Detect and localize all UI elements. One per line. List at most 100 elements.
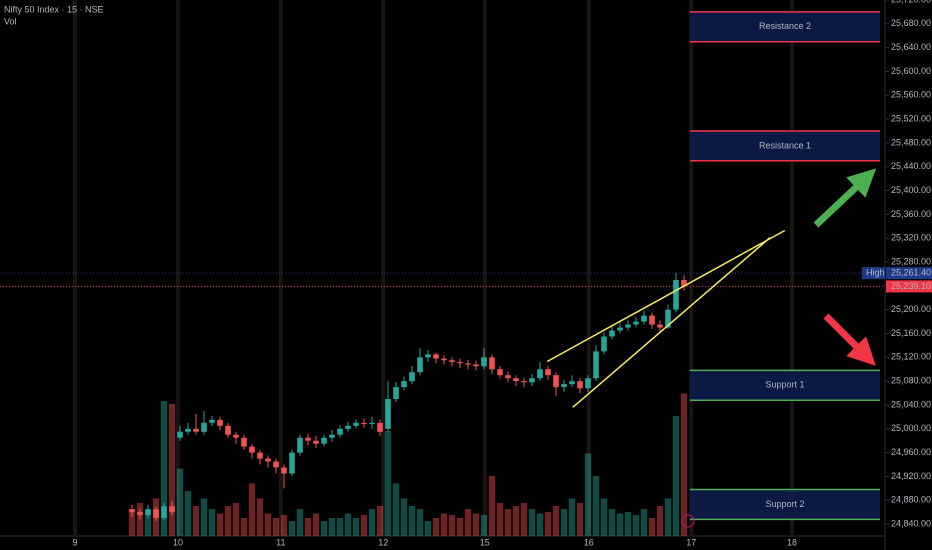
volume-bar <box>376 506 384 536</box>
zone-label: Support 1 <box>765 380 804 390</box>
candle-body <box>393 387 399 400</box>
candle-body <box>169 506 175 513</box>
volume-bar <box>328 518 336 536</box>
volume-bar <box>216 513 224 536</box>
x-tick-label: 9 <box>72 537 77 547</box>
candle-body <box>305 437 311 441</box>
y-tick-label: 25,640.00 <box>891 42 931 52</box>
volume-bar <box>320 521 328 536</box>
session-band <box>689 0 694 536</box>
volume-bar <box>424 521 432 536</box>
candle-body <box>473 364 479 367</box>
volume-bar <box>264 513 272 536</box>
candle-body <box>569 381 575 385</box>
volume-bar <box>672 416 680 536</box>
trendline <box>546 229 786 363</box>
candle-body <box>465 363 471 365</box>
price-tag <box>886 267 932 280</box>
volume-bar <box>616 513 624 536</box>
volume-bar <box>520 503 528 536</box>
candle-body <box>657 324 663 328</box>
candle-body <box>505 375 511 379</box>
volume-bar <box>584 453 592 536</box>
candle-body <box>649 315 655 325</box>
y-tick-label: 25,040.00 <box>891 399 931 409</box>
candle-body <box>361 422 367 425</box>
zone-label: Resistance 2 <box>759 21 811 31</box>
candle-body <box>593 351 599 379</box>
volume-bar <box>560 509 568 536</box>
y-tick-label: 25,080.00 <box>891 376 931 386</box>
volume-bar <box>384 431 392 536</box>
volume-bar <box>544 512 552 536</box>
volume-bar <box>488 476 496 536</box>
high-tag-label: High <box>866 267 885 277</box>
x-tick-label: 18 <box>787 537 797 547</box>
volume-bar <box>536 513 544 536</box>
event-icon[interactable] <box>681 514 695 528</box>
volume-bar <box>416 509 424 536</box>
volume-bar <box>240 518 248 536</box>
volume-bar <box>608 509 616 536</box>
y-tick-label: 25,160.00 <box>891 328 931 338</box>
candle-body <box>665 309 671 328</box>
candle-body <box>273 461 279 468</box>
axes: 9 10 11 12 15 16 17 18 25,720.00 25,680.00 25,640.… <box>72 0 932 547</box>
volume-bar <box>680 393 688 536</box>
candle-body <box>625 324 631 328</box>
y-tick-label: 25,680.00 <box>891 18 931 28</box>
volume-bar <box>400 498 408 536</box>
volume-bar <box>144 513 152 536</box>
candle-body <box>145 509 151 516</box>
volume-bar <box>272 518 280 536</box>
plot-area: Resistance 2 Resistance 1 Support 1 Support… <box>0 0 885 536</box>
volume-bar <box>296 509 304 536</box>
x-tick-label: 15 <box>480 537 490 547</box>
y-tick-label: 25,120.00 <box>891 352 931 362</box>
y-tick-label: 25,200.00 <box>891 304 931 314</box>
candle-body <box>161 506 167 519</box>
session-band <box>73 0 77 536</box>
candle-body <box>153 509 159 519</box>
candle-body <box>345 425 351 429</box>
candle-body <box>249 446 255 453</box>
y-tick-label: 25,560.00 <box>891 90 931 100</box>
candle-body <box>233 434 239 438</box>
volume-bar <box>600 498 608 536</box>
candle-body <box>129 509 135 513</box>
x-tick-label: 17 <box>686 537 696 547</box>
y-tick-label: 25,360.00 <box>891 209 931 219</box>
price-tag <box>886 280 932 293</box>
x-tick-label: 11 <box>276 537 285 547</box>
candle-body <box>193 428 199 432</box>
candle-body <box>225 425 231 435</box>
y-tick-label: 25,000.00 <box>891 423 931 433</box>
candle-body <box>489 357 495 370</box>
volume-bar <box>456 518 464 536</box>
y-tick-label: 25,480.00 <box>891 137 931 147</box>
candle-body <box>137 512 143 516</box>
y-tick-label: 24,960.00 <box>891 447 931 457</box>
price-tag-label: 25,261.40 <box>891 267 931 277</box>
candle-body <box>417 357 423 373</box>
volume-bar <box>352 518 360 536</box>
y-tick-label: 25,520.00 <box>891 113 931 123</box>
x-tick-label: 16 <box>584 537 594 547</box>
candle-body <box>385 399 391 429</box>
volume-label: Vol <box>4 16 17 26</box>
candle-body <box>449 360 455 363</box>
volume-bar <box>552 506 560 536</box>
candle-body <box>497 369 503 376</box>
candle-body <box>561 384 567 388</box>
volume-bar <box>592 476 600 536</box>
candle-body <box>201 422 207 432</box>
volume-bar <box>200 498 208 536</box>
volume-bar <box>408 506 416 536</box>
candle-body <box>281 467 287 474</box>
session-band <box>586 0 591 536</box>
volume-bar <box>168 404 176 536</box>
candle-body <box>641 315 647 322</box>
